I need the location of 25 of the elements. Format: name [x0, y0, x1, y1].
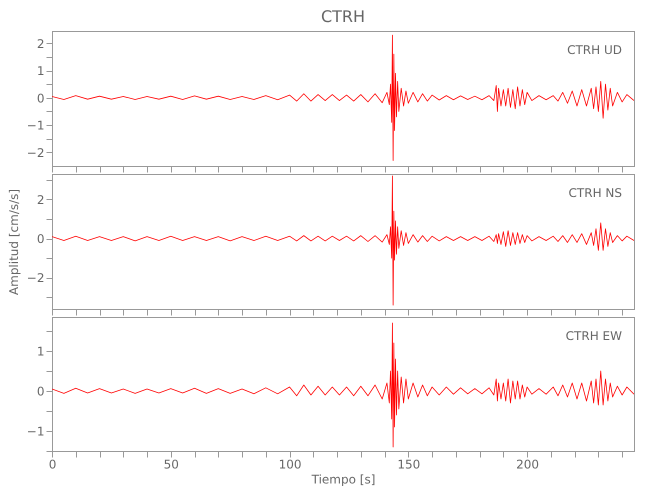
y-tick-label: 1 [36, 344, 44, 358]
x-tick-label: 150 [397, 458, 420, 472]
chart-title: CTRH [320, 7, 366, 26]
y-tick-label: 1 [36, 64, 44, 78]
x-axis-title: Tiempo [s] [310, 472, 376, 486]
annotation: CTRH UD [567, 43, 622, 57]
y-tick-label: 0 [36, 91, 44, 106]
line-series [52, 34, 634, 161]
x-tick-label: 0 [48, 458, 56, 472]
y-tick-label: −1 [26, 118, 44, 133]
annotation: CTRH EW [566, 329, 622, 343]
y-tick-label: 2 [36, 36, 44, 51]
x-tick-label: 50 [164, 458, 179, 472]
y-axis-title: Amplitud [cm/s/s] [6, 188, 21, 296]
x-tick-label: 100 [278, 458, 302, 472]
y-tick-label: 0 [36, 384, 44, 398]
x-tick-label: 200 [516, 458, 540, 472]
y-tick-label: −2 [26, 146, 44, 160]
y-tick-label: −2 [26, 271, 44, 286]
annotation: CTRH NS [568, 186, 622, 200]
line-series [52, 322, 634, 448]
y-tick-label: 0 [36, 232, 44, 246]
y-tick-label: 2 [36, 192, 44, 207]
y-tick-label: −1 [26, 424, 44, 438]
line-series [52, 176, 634, 306]
